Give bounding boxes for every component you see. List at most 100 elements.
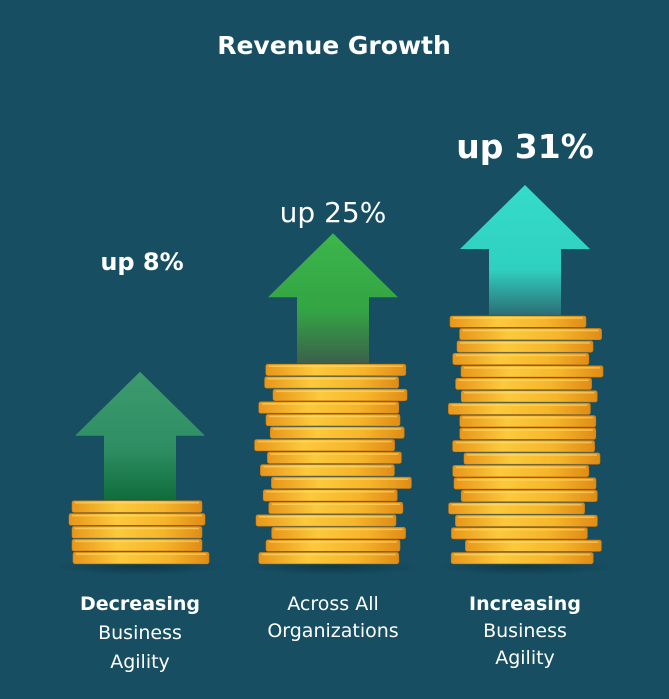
- coin-highlight: [76, 553, 206, 555]
- coin: [264, 376, 399, 389]
- bar-marks: up 8% Decreasing Business Agility up 25% Acro…: [55, 127, 614, 673]
- coin: [271, 476, 412, 489]
- coin-highlight: [75, 540, 199, 543]
- category-label-0-0: Decreasing: [80, 593, 200, 615]
- coin: [448, 502, 585, 515]
- coin-highlight: [454, 553, 591, 556]
- coin-highlight: [457, 479, 593, 481]
- coin-highlight: [268, 365, 403, 367]
- bar-mark-0: up 8%: [55, 248, 225, 575]
- coin: [448, 402, 591, 415]
- category-label-0-2: Agility: [110, 651, 170, 673]
- coin-highlight: [270, 453, 399, 455]
- coin-highlight: [468, 541, 599, 543]
- category-label-2-2: Agility: [495, 647, 555, 669]
- coin-highlight: [462, 416, 593, 419]
- coin: [268, 501, 404, 514]
- category-label-1-1: Organizations: [267, 620, 398, 642]
- coin: [267, 451, 402, 464]
- coin-highlight: [464, 491, 595, 494]
- coin-highlight: [266, 490, 395, 493]
- coin: [465, 539, 602, 552]
- category-label-1-0: Across All: [287, 593, 379, 615]
- coin: [459, 415, 597, 428]
- coin: [455, 377, 592, 390]
- coin-highlight: [267, 377, 396, 380]
- coin: [260, 464, 395, 477]
- coin-highlight: [455, 466, 586, 469]
- coin-highlight: [261, 403, 396, 405]
- coin: [254, 439, 395, 452]
- coin: [262, 489, 398, 502]
- coin: [265, 539, 401, 552]
- coin: [460, 365, 604, 378]
- coin-highlight: [263, 465, 392, 468]
- category-label-2-1: Business: [483, 620, 567, 642]
- coin-highlight: [458, 379, 589, 382]
- coin: [265, 363, 407, 376]
- coin: [449, 315, 587, 328]
- bar-mark-2: up 31%: [436, 127, 614, 575]
- coin: [71, 500, 203, 513]
- coin: [258, 552, 400, 565]
- coin: [255, 514, 397, 527]
- coin: [269, 426, 405, 439]
- coin-highlight: [257, 440, 392, 443]
- coin: [71, 538, 203, 552]
- coin: [272, 388, 408, 401]
- coin: [452, 353, 590, 365]
- category-label-0-1: Business: [98, 622, 182, 644]
- coin: [450, 552, 594, 565]
- chart-title: Revenue Growth: [217, 31, 451, 60]
- coin: [451, 527, 588, 540]
- coin-highlight: [273, 428, 402, 430]
- coin: [453, 477, 597, 490]
- coin-highlight: [460, 342, 590, 344]
- coin: [271, 527, 406, 539]
- value-label-2: up 31%: [456, 127, 594, 166]
- coin-highlight: [462, 429, 593, 431]
- coin: [258, 401, 400, 414]
- coin-highlight: [274, 528, 403, 531]
- coin-highlight: [458, 516, 595, 518]
- coin: [459, 328, 602, 341]
- coin-highlight: [453, 317, 583, 319]
- coin: [71, 526, 203, 539]
- coin: [68, 513, 206, 526]
- coin-highlight: [75, 527, 199, 530]
- coin-highlight: [467, 454, 597, 456]
- coin-highlight: [274, 478, 409, 480]
- coin: [460, 390, 598, 403]
- growth-arrow: [75, 371, 205, 500]
- coin-highlight: [259, 515, 393, 518]
- coin: [463, 452, 601, 465]
- coin-highlight: [261, 553, 396, 556]
- coin-highlight: [462, 329, 599, 332]
- value-label-0: up 8%: [100, 248, 183, 276]
- coin-highlight: [464, 391, 595, 394]
- coin-highlight: [72, 514, 202, 517]
- category-label-2-0: Increasing: [469, 593, 581, 615]
- coin-highlight: [276, 390, 404, 393]
- coin-highlight: [271, 503, 400, 506]
- coin-highlight: [75, 501, 199, 504]
- coin: [459, 427, 597, 440]
- coin: [452, 440, 595, 453]
- coin-highlight: [464, 367, 600, 369]
- coin: [456, 340, 594, 353]
- coin: [455, 514, 598, 527]
- coin-highlight: [455, 441, 592, 444]
- coin-highlight: [451, 404, 588, 406]
- coin-highlight: [454, 528, 585, 531]
- coin-highlight: [269, 541, 397, 543]
- coin: [452, 465, 590, 477]
- coin-highlight: [455, 354, 586, 357]
- coin: [72, 551, 210, 565]
- growth-arrow: [460, 185, 590, 315]
- coin: [265, 414, 401, 427]
- coin-highlight: [451, 503, 582, 506]
- bar-mark-1: up 25%: [246, 196, 420, 575]
- coin: [460, 489, 598, 502]
- coin-highlight: [269, 415, 397, 418]
